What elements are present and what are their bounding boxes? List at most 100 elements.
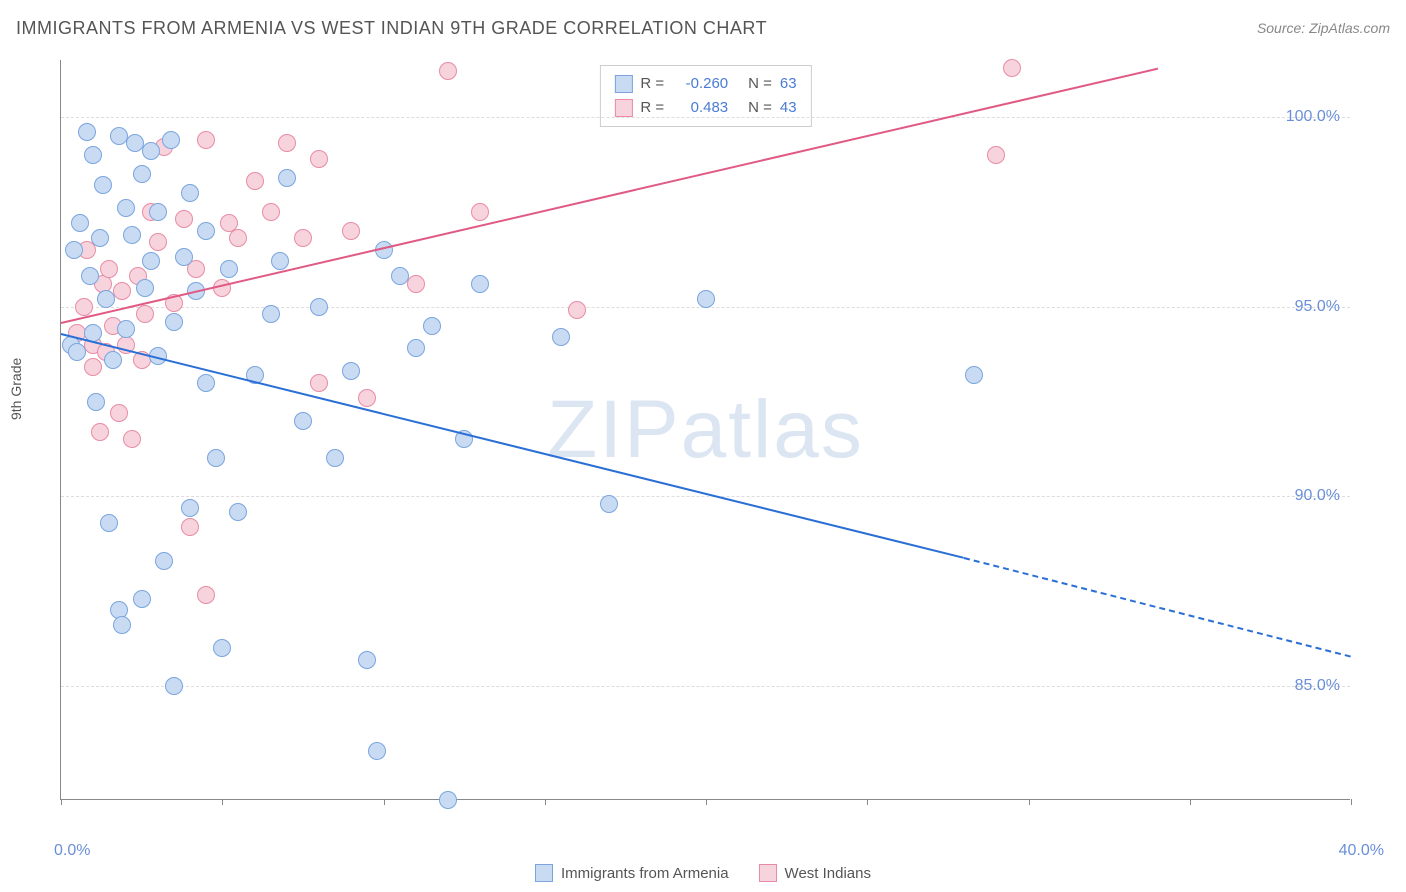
gridline (61, 117, 1350, 118)
scatter-point-a (358, 651, 376, 669)
scatter-point-b (181, 518, 199, 536)
scatter-point-a (342, 362, 360, 380)
scatter-point-b (278, 134, 296, 152)
scatter-point-a (965, 366, 983, 384)
scatter-point-b (439, 62, 457, 80)
trend-line (964, 557, 1351, 658)
watermark: ZIPatlas (547, 383, 864, 477)
x-tick-min: 0.0% (54, 842, 90, 860)
scatter-point-b (91, 423, 109, 441)
swatch-series-b (614, 99, 632, 117)
scatter-point-b (568, 301, 586, 319)
source-attribution: Source: ZipAtlas.com (1257, 20, 1390, 36)
x-tick (706, 799, 707, 805)
gridline (61, 496, 1350, 497)
scatter-point-b (84, 358, 102, 376)
scatter-point-a (81, 267, 99, 285)
legend-item-b: West Indians (759, 864, 871, 882)
scatter-point-b (987, 146, 1005, 164)
scatter-point-b (149, 233, 167, 251)
scatter-point-b (294, 229, 312, 247)
scatter-point-b (175, 210, 193, 228)
y-tick-label: 90.0% (1295, 487, 1340, 505)
scatter-point-a (97, 290, 115, 308)
scatter-point-a (117, 199, 135, 217)
scatter-point-a (68, 343, 86, 361)
scatter-point-a (117, 320, 135, 338)
scatter-point-a (600, 495, 618, 513)
scatter-point-b (262, 203, 280, 221)
y-tick-label: 85.0% (1295, 677, 1340, 695)
scatter-point-a (91, 229, 109, 247)
scatter-point-b (246, 172, 264, 190)
scatter-point-a (391, 267, 409, 285)
series-b-name: West Indians (785, 865, 871, 882)
scatter-point-a (142, 142, 160, 160)
scatter-point-b (358, 389, 376, 407)
source-name: ZipAtlas.com (1309, 20, 1390, 36)
scatter-point-b (310, 150, 328, 168)
r-label: R = (640, 72, 664, 96)
scatter-point-b (113, 282, 131, 300)
chart-title: IMMIGRANTS FROM ARMENIA VS WEST INDIAN 9… (16, 18, 767, 38)
scatter-point-a (697, 290, 715, 308)
scatter-point-a (229, 503, 247, 521)
scatter-point-a (136, 279, 154, 297)
scatter-point-a (165, 677, 183, 695)
scatter-point-b (471, 203, 489, 221)
scatter-point-b (1003, 59, 1021, 77)
plot-area: ZIPatlas R = -0.260 N = 63 R = 0.483 N =… (60, 60, 1350, 800)
legend-item-a: Immigrants from Armenia (535, 864, 729, 882)
scatter-point-a (133, 165, 151, 183)
y-tick-label: 100.0% (1286, 108, 1340, 126)
scatter-point-b (229, 229, 247, 247)
scatter-point-a (175, 248, 193, 266)
scatter-point-a (310, 298, 328, 316)
x-tick (545, 799, 546, 805)
scatter-point-a (439, 791, 457, 809)
scatter-point-a (471, 275, 489, 293)
x-tick-max: 40.0% (1339, 842, 1384, 860)
scatter-point-b (100, 260, 118, 278)
series-a-name: Immigrants from Armenia (561, 865, 729, 882)
x-tick (1190, 799, 1191, 805)
swatch-series-a (535, 864, 553, 882)
scatter-point-a (197, 374, 215, 392)
scatter-point-a (87, 393, 105, 411)
x-tick (1351, 799, 1352, 805)
scatter-point-a (368, 742, 386, 760)
scatter-point-a (113, 616, 131, 634)
scatter-point-a (423, 317, 441, 335)
scatter-point-a (407, 339, 425, 357)
gridline (61, 686, 1350, 687)
scatter-point-a (71, 214, 89, 232)
scatter-point-b (197, 131, 215, 149)
n-label: N = (748, 72, 772, 96)
scatter-point-b (136, 305, 154, 323)
scatter-point-a (162, 131, 180, 149)
r-value-a: -0.260 (672, 72, 728, 96)
source-prefix: Source: (1257, 20, 1309, 36)
scatter-point-a (197, 222, 215, 240)
scatter-point-b (197, 586, 215, 604)
scatter-point-a (294, 412, 312, 430)
scatter-point-a (142, 252, 160, 270)
swatch-series-b (759, 864, 777, 882)
n-value-a: 63 (780, 72, 797, 96)
scatter-point-a (181, 499, 199, 517)
scatter-point-a (100, 514, 118, 532)
y-tick-label: 95.0% (1295, 298, 1340, 316)
scatter-point-a (78, 123, 96, 141)
scatter-point-a (213, 639, 231, 657)
scatter-point-a (104, 351, 122, 369)
x-tick (61, 799, 62, 805)
scatter-point-a (207, 449, 225, 467)
scatter-point-a (552, 328, 570, 346)
scatter-point-b (310, 374, 328, 392)
scatter-point-a (165, 313, 183, 331)
x-tick (867, 799, 868, 805)
scatter-point-a (133, 590, 151, 608)
y-axis-label: 9th Grade (8, 358, 24, 420)
scatter-point-b (75, 298, 93, 316)
scatter-point-a (155, 552, 173, 570)
